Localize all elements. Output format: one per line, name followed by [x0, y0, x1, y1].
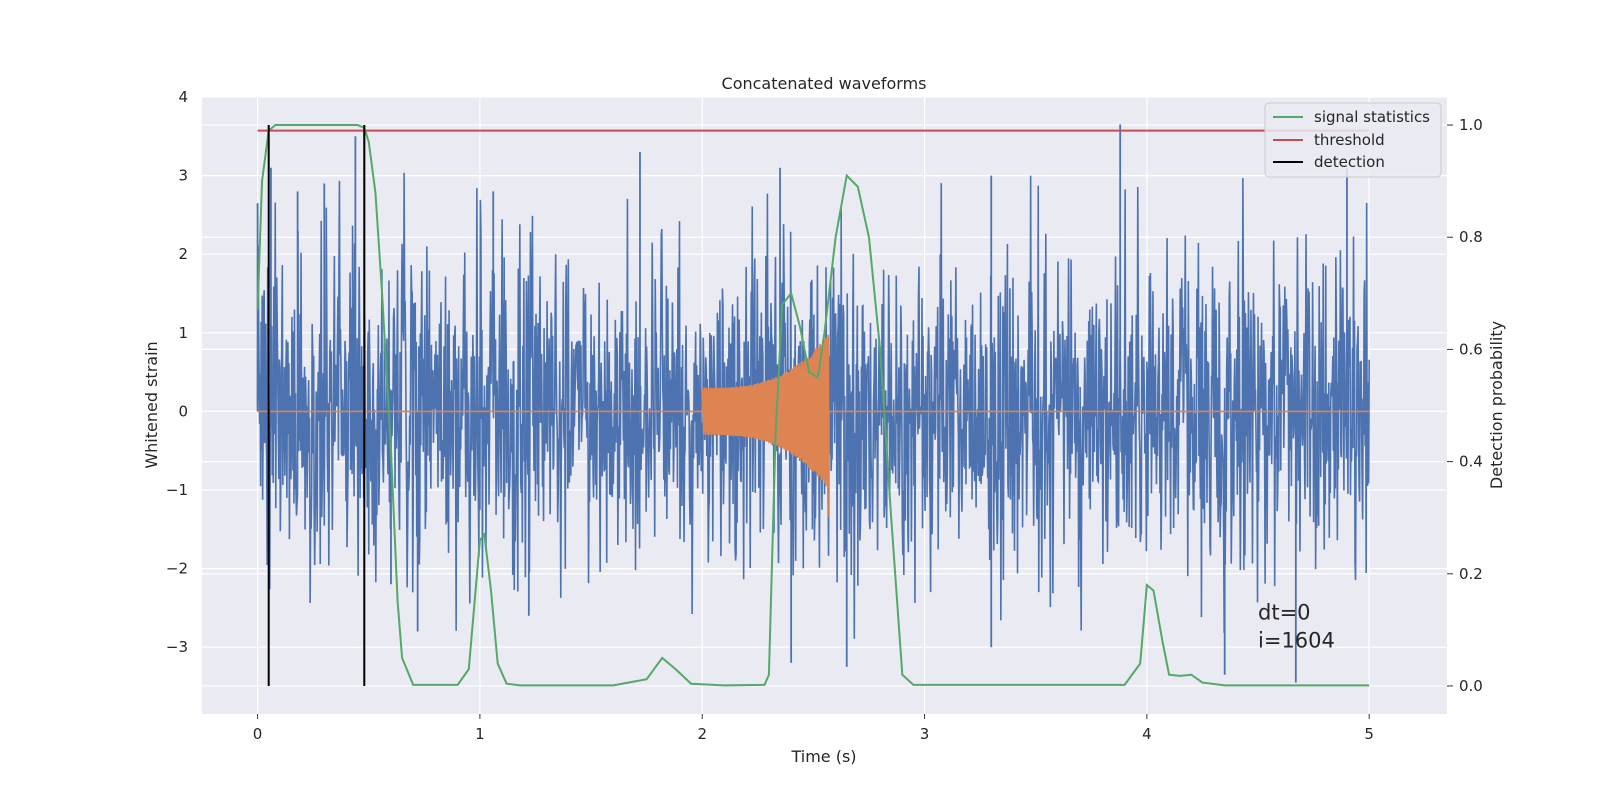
axes: 0 1 2 3 4 5 −3 −2 −1 0 1 2 3 4 0.0 0.2 0.4 0.6 0.8 1.0 [166, 88, 1483, 743]
y-tick-label: 2 [178, 245, 188, 263]
x-tick-label: 2 [697, 725, 707, 743]
y2-tick-label: 0.6 [1459, 340, 1483, 358]
x-tick-label: 3 [920, 725, 930, 743]
y-tick-label: 4 [178, 88, 188, 106]
y-tick-label: 0 [178, 402, 188, 420]
legend-box [1264, 102, 1442, 178]
x-tick-label: 1 [475, 725, 485, 743]
legend: signal statistics threshold detection [1264, 102, 1442, 178]
chart-title: Concatenated waveforms [722, 74, 927, 93]
annotation-line-1: dt=0 [1258, 601, 1311, 625]
signal-statistics-line [256, 124, 1370, 687]
x-tick-label: 4 [1142, 725, 1152, 743]
whitened-strain-line [256, 172, 1370, 639]
y-tick-label: −1 [166, 481, 188, 499]
legend-label-threshold: threshold [1314, 131, 1385, 149]
y-tick-label: −3 [166, 638, 188, 656]
y2-tick-label: 0.2 [1459, 565, 1483, 583]
x-tick-label: 0 [253, 725, 263, 743]
y2-tick-label: 0.8 [1459, 228, 1483, 246]
annotation: dt=0 i=1604 [1258, 601, 1335, 653]
y2-tick-label: 0.0 [1459, 677, 1483, 695]
legend-label-signal-statistics: signal statistics [1314, 108, 1430, 126]
y2-tick-label: 0.4 [1459, 453, 1483, 471]
y-tick-label: 3 [178, 167, 188, 185]
annotation-line-2: i=1604 [1258, 629, 1335, 653]
y2-axis-title: Detection probability [1487, 321, 1506, 489]
y-tick-label: −2 [166, 560, 188, 578]
legend-label-detection: detection [1314, 153, 1385, 171]
y2-tick-label: 1.0 [1459, 116, 1483, 134]
x-axis-title: Time (s) [790, 747, 856, 766]
y-tick-label: 1 [178, 324, 188, 342]
y-axis-title: Whitened strain [142, 341, 161, 468]
x-tick-label: 5 [1364, 725, 1374, 743]
chirp-waveform-line [257, 334, 1370, 518]
plot-area [256, 124, 1370, 687]
